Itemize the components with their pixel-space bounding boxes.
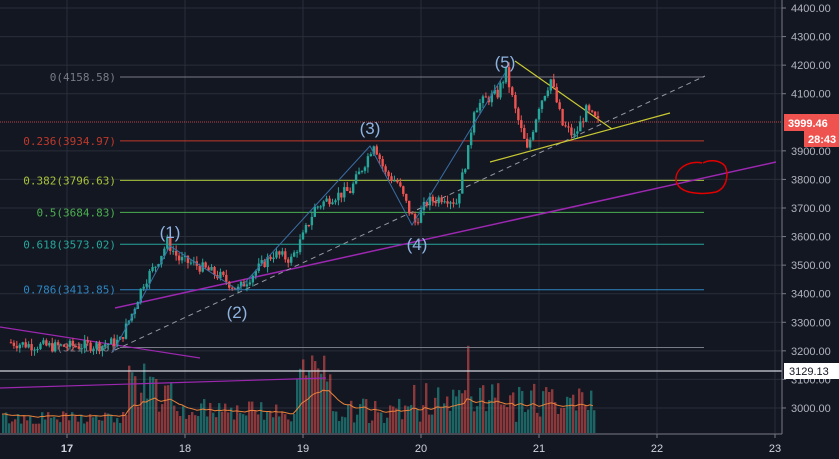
wave-label: (2) bbox=[227, 303, 248, 322]
fib-level-label: 0(4158.58) bbox=[50, 71, 116, 84]
elliott-wave-labels: (1) (2) (3) (4) (5) bbox=[160, 53, 516, 322]
price-tick-label: 3600.00 bbox=[791, 232, 831, 244]
wave-label: (5) bbox=[495, 53, 516, 72]
time-tick-label: 20 bbox=[415, 443, 427, 455]
annotation-circle[interactable] bbox=[675, 160, 728, 195]
price-tick-label: 4400.00 bbox=[791, 3, 831, 15]
price-tick-label: 3500.00 bbox=[791, 260, 831, 272]
svg-text:3129.13: 3129.13 bbox=[789, 366, 829, 378]
price-tick-label: 4200.00 bbox=[791, 60, 831, 72]
fib-level-label: 0.236(3934.97) bbox=[23, 135, 116, 148]
fib-level-label: 0.786(3413.85) bbox=[23, 284, 116, 297]
price-tick-label: 3900.00 bbox=[791, 146, 831, 158]
price-axis[interactable]: 4400.00 4300.00 4200.00 4100.00 3900.00 3800.… bbox=[0, 0, 831, 435]
time-tick-label: 18 bbox=[179, 443, 191, 455]
wave-label: (3) bbox=[360, 119, 381, 138]
volume-bars bbox=[1, 345, 596, 433]
price-tick-label: 3000.00 bbox=[791, 403, 831, 415]
price-tick-label: 3200.00 bbox=[791, 346, 831, 358]
price-tick-label: 4300.00 bbox=[791, 32, 831, 44]
fib-level-label: 0.382(3796.63) bbox=[23, 174, 116, 187]
time-tick-label: 19 bbox=[297, 443, 309, 455]
price-tick-label: 3800.00 bbox=[791, 174, 831, 186]
time-axis[interactable]: 17 18 19 20 21 22 23 bbox=[61, 434, 781, 455]
countdown-timer: 28:43 bbox=[808, 134, 836, 146]
svg-text:3999.46: 3999.46 bbox=[788, 118, 828, 130]
time-tick-label: 23 bbox=[769, 443, 781, 455]
price-tick-label: 3700.00 bbox=[791, 203, 831, 215]
elliott-wave[interactable] bbox=[112, 72, 506, 353]
price-tick-label: 3300.00 bbox=[791, 317, 831, 329]
wave-label: (4) bbox=[407, 235, 428, 254]
time-tick-label: 17 bbox=[61, 443, 73, 455]
time-tick-label: 22 bbox=[651, 443, 663, 455]
fibonacci-retracement[interactable]: 0(4158.58) 0.236(3934.97) 0.382(3796.63) 0.… bbox=[0, 71, 782, 372]
candlesticks bbox=[9, 62, 600, 357]
price-tick-label: 3400.00 bbox=[791, 289, 831, 301]
marked-price-tag: 3129.13 bbox=[784, 363, 839, 379]
current-price-tag: 3999.46 28:43 bbox=[784, 114, 839, 147]
wave-label: (1) bbox=[160, 223, 181, 242]
price-tick-label: 4100.00 bbox=[791, 89, 831, 101]
time-tick-label: 21 bbox=[533, 443, 545, 455]
fib-level-label: 0.5(3684.83) bbox=[37, 206, 116, 219]
fib-level-label: 0.618(3573.02) bbox=[23, 238, 116, 251]
